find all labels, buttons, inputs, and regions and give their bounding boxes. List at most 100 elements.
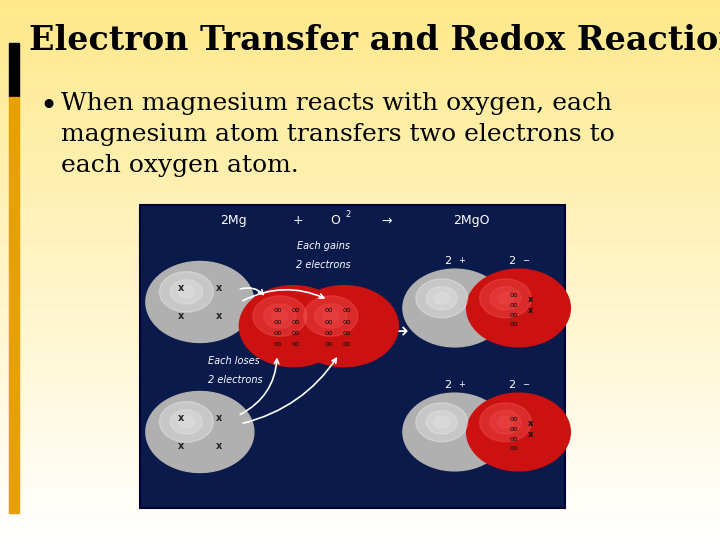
Text: 2: 2 bbox=[508, 380, 515, 390]
Bar bbox=[0, 508, 720, 513]
Bar bbox=[0, 394, 720, 400]
Bar bbox=[0, 43, 720, 49]
Circle shape bbox=[159, 402, 213, 442]
Bar bbox=[0, 313, 720, 319]
Circle shape bbox=[271, 310, 288, 322]
Text: x: x bbox=[527, 430, 533, 438]
Bar bbox=[0, 427, 720, 432]
Text: 2: 2 bbox=[444, 380, 451, 390]
Bar bbox=[0, 232, 720, 238]
Bar bbox=[0, 184, 720, 189]
Text: oo: oo bbox=[343, 319, 351, 325]
FancyArrowPatch shape bbox=[240, 359, 279, 415]
Bar bbox=[0, 259, 720, 265]
Circle shape bbox=[426, 287, 457, 310]
Text: O: O bbox=[330, 214, 340, 227]
Text: x: x bbox=[216, 413, 222, 423]
Bar bbox=[0, 302, 720, 308]
Text: oo: oo bbox=[292, 341, 301, 347]
Text: 2Mg: 2Mg bbox=[220, 214, 247, 227]
Circle shape bbox=[264, 304, 296, 328]
Bar bbox=[0, 173, 720, 178]
Bar bbox=[0, 351, 720, 356]
Bar bbox=[0, 378, 720, 383]
Bar bbox=[0, 92, 720, 97]
Circle shape bbox=[239, 286, 347, 367]
Bar bbox=[0, 464, 720, 470]
Bar bbox=[0, 405, 720, 410]
Text: oo: oo bbox=[274, 307, 282, 313]
Bar bbox=[9, 43, 19, 97]
Circle shape bbox=[323, 310, 339, 322]
Bar bbox=[0, 281, 720, 286]
Bar bbox=[0, 292, 720, 297]
Text: 2MgO: 2MgO bbox=[454, 214, 490, 227]
Bar bbox=[0, 200, 720, 205]
Bar bbox=[0, 243, 720, 248]
Bar bbox=[0, 0, 720, 5]
Text: oo: oo bbox=[325, 330, 333, 336]
Circle shape bbox=[434, 293, 449, 304]
Bar bbox=[0, 335, 720, 340]
Bar bbox=[0, 275, 720, 281]
Text: When magnesium reacts with oxygen, each
magnesium atom transfers two electrons t: When magnesium reacts with oxygen, each … bbox=[61, 92, 615, 177]
Text: oo: oo bbox=[510, 446, 518, 451]
Text: x: x bbox=[216, 311, 222, 321]
Bar bbox=[0, 454, 720, 459]
Text: x: x bbox=[216, 441, 222, 451]
Bar bbox=[0, 340, 720, 346]
Text: oo: oo bbox=[510, 416, 518, 422]
Circle shape bbox=[170, 410, 202, 434]
Circle shape bbox=[146, 261, 254, 342]
Bar bbox=[0, 11, 720, 16]
Bar bbox=[0, 535, 720, 540]
Bar bbox=[0, 151, 720, 157]
Text: oo: oo bbox=[274, 319, 282, 325]
Bar bbox=[0, 86, 720, 92]
Text: x: x bbox=[178, 311, 184, 321]
Bar bbox=[0, 432, 720, 437]
Circle shape bbox=[434, 416, 449, 428]
Bar bbox=[0, 356, 720, 362]
Text: x: x bbox=[178, 413, 184, 423]
Text: oo: oo bbox=[510, 426, 518, 432]
Circle shape bbox=[480, 403, 531, 442]
Text: x: x bbox=[527, 306, 533, 315]
Bar bbox=[0, 491, 720, 497]
Bar bbox=[0, 124, 720, 130]
Bar bbox=[0, 108, 720, 113]
Text: 2: 2 bbox=[346, 210, 351, 219]
Text: oo: oo bbox=[343, 341, 351, 347]
Bar bbox=[0, 265, 720, 270]
Bar bbox=[0, 254, 720, 259]
Circle shape bbox=[290, 286, 398, 367]
Text: 2 electrons: 2 electrons bbox=[208, 375, 263, 384]
Bar bbox=[0, 524, 720, 529]
Bar bbox=[0, 383, 720, 389]
Text: oo: oo bbox=[343, 307, 351, 313]
Bar bbox=[0, 400, 720, 405]
Bar bbox=[0, 270, 720, 275]
Bar bbox=[0, 194, 720, 200]
Bar bbox=[0, 459, 720, 464]
Bar bbox=[0, 448, 720, 454]
Text: +: + bbox=[459, 380, 465, 389]
Text: x: x bbox=[178, 441, 184, 451]
Circle shape bbox=[490, 410, 521, 434]
Bar bbox=[0, 59, 720, 65]
Text: x: x bbox=[178, 283, 184, 293]
Circle shape bbox=[315, 304, 347, 328]
Bar bbox=[0, 410, 720, 416]
Bar bbox=[0, 135, 720, 140]
Bar bbox=[0, 416, 720, 421]
Circle shape bbox=[467, 269, 570, 347]
Text: oo: oo bbox=[510, 292, 518, 298]
Text: oo: oo bbox=[325, 307, 333, 313]
Text: x: x bbox=[527, 419, 533, 428]
Bar bbox=[0, 502, 720, 508]
Bar bbox=[0, 5, 720, 11]
Circle shape bbox=[253, 296, 307, 336]
Bar bbox=[0, 367, 720, 373]
Bar bbox=[0, 167, 720, 173]
Text: 2: 2 bbox=[444, 256, 451, 266]
